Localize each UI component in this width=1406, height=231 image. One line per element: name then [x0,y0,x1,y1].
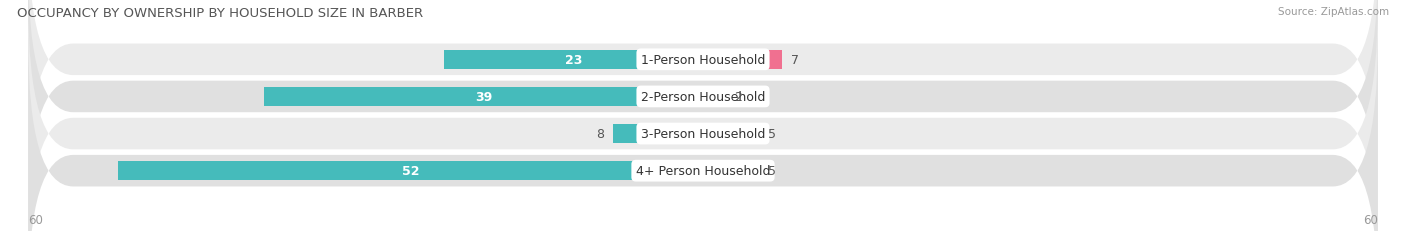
Bar [703,50,782,70]
Bar [264,87,703,107]
Text: 60: 60 [28,213,44,226]
Text: 2-Person Household: 2-Person Household [641,91,765,103]
Text: 23: 23 [565,54,582,67]
Text: OCCUPANCY BY OWNERSHIP BY HOUSEHOLD SIZE IN BARBER: OCCUPANCY BY OWNERSHIP BY HOUSEHOLD SIZE… [17,7,423,20]
Text: 5: 5 [768,164,776,177]
Text: Source: ZipAtlas.com: Source: ZipAtlas.com [1278,7,1389,17]
FancyBboxPatch shape [28,2,1378,231]
Text: 39: 39 [475,91,492,103]
FancyBboxPatch shape [28,0,1378,192]
Text: 1-Person Household: 1-Person Household [641,54,765,67]
Bar [703,87,725,107]
Text: 5: 5 [768,128,776,140]
Text: 3-Person Household: 3-Person Household [641,128,765,140]
Bar [444,50,703,70]
Text: 2: 2 [734,91,742,103]
Text: 60: 60 [1362,213,1378,226]
Text: 7: 7 [790,54,799,67]
Bar [703,124,759,144]
Text: 4+ Person Household: 4+ Person Household [636,164,770,177]
FancyBboxPatch shape [28,39,1378,231]
Bar [703,161,759,181]
FancyBboxPatch shape [28,0,1378,229]
Text: 52: 52 [402,164,419,177]
Text: 8: 8 [596,128,605,140]
Bar [118,161,703,181]
Bar [613,124,703,144]
